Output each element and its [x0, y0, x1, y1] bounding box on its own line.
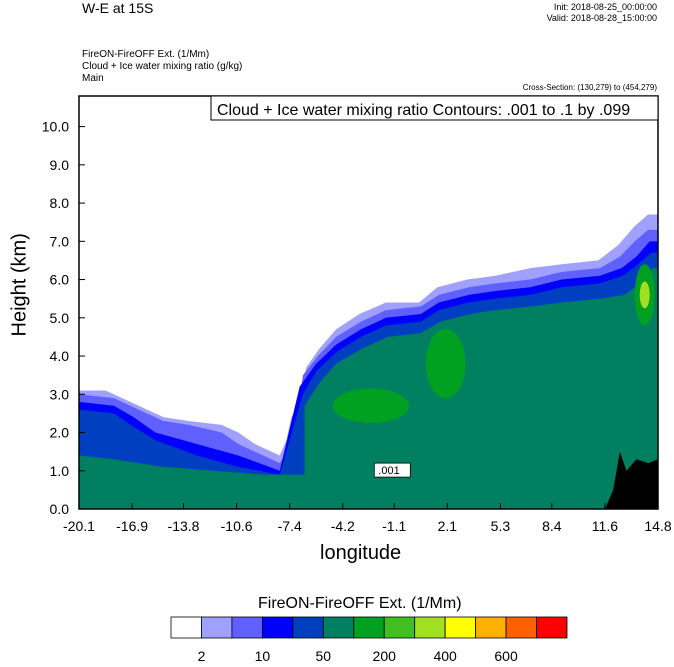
contour-region-4: [79, 268, 658, 509]
y-tick-label: 7.0: [50, 233, 70, 249]
colorbar-swatch: [201, 616, 233, 639]
contour-label-text: .001: [378, 465, 399, 477]
x-tick-label: -20.1: [63, 518, 95, 534]
y-tick-label: 2.0: [50, 425, 70, 441]
y-tick-label: 6.0: [50, 272, 70, 288]
contour-patch-1: [425, 329, 466, 399]
colorbar-swatch: [261, 616, 294, 639]
x-axis: -20.1 -16.9 -13.8 -10.6 -7.4 -4.2 -1.1 2.1 5.3 8.…: [63, 503, 672, 534]
x-tick-label: -4.2: [331, 518, 355, 534]
contour-title: Cloud + Ice water mixing ratio Contours:…: [217, 102, 630, 119]
colorbar-swatch: [536, 616, 568, 639]
x-tick-label: 11.6: [592, 518, 618, 534]
field-label-extinction: FireON-FireOFF Ext. (1/Mm): [82, 49, 210, 60]
colorbar: 2 10 50 200 400 600: [170, 616, 568, 664]
cross-section-label: Cross-Section: (130,279) to (454,279): [522, 83, 657, 92]
x-tick-label: 14.8: [644, 518, 671, 534]
terrain: [604, 451, 658, 509]
y-axis-label: Height (km): [8, 233, 31, 337]
contour-patch-0: [332, 388, 410, 423]
colorbar-swatch: [170, 616, 202, 639]
contour-label: .001: [373, 462, 411, 478]
colorbar-swatch: [322, 616, 355, 639]
colorbar-label: 10: [255, 648, 271, 664]
colorbar-label: 50: [316, 648, 332, 664]
y-tick-label: 4.0: [50, 348, 70, 364]
colorbar-swatch: [383, 616, 416, 639]
plot-title: W-E at 15S: [82, 0, 154, 16]
colorbar-swatch: [353, 616, 385, 639]
y-tick-label: 0.0: [50, 501, 70, 517]
colorbar-label: 400: [433, 648, 457, 664]
init-time: Init: 2018-08-25_00:00:00: [553, 2, 657, 12]
colorbar-swatch: [444, 616, 477, 639]
x-tick-label: 8.4: [542, 518, 562, 534]
contour-title-box: Cloud + Ice water mixing ratio Contours:…: [210, 95, 659, 121]
contour-patch-3: [639, 281, 650, 309]
y-axis: 0.0 1.0 2.0 3.0 4.0 5.0 6.0 7.0 8.0 9.0 10.0: [42, 119, 85, 517]
y-tick-label: 3.0: [50, 386, 70, 402]
y-tick-label: 10.0: [42, 119, 69, 135]
x-axis-label: longitude: [320, 542, 402, 564]
x-tick-label: -13.8: [168, 518, 200, 534]
y-tick-label: 1.0: [50, 463, 70, 479]
colorbar-swatch: [505, 616, 537, 639]
colorbar-title: FireON-FireOFF Ext. (1/Mm): [258, 595, 462, 612]
x-tick-label: -1.1: [382, 518, 406, 534]
colorbar-swatch: [231, 616, 263, 639]
y-tick-label: 8.0: [50, 195, 70, 211]
x-tick-label: -7.4: [278, 518, 302, 534]
x-tick-label: -10.6: [221, 518, 253, 534]
y-tick-label: 5.0: [50, 310, 70, 326]
colorbar-swatch: [292, 616, 324, 639]
contour-fill-layer: [79, 214, 658, 509]
colorbar-label: 2: [198, 648, 206, 664]
contour-label-box: [373, 462, 411, 478]
colorbar-swatch: [475, 616, 507, 639]
colorbar-swatch: [414, 616, 446, 639]
x-tick-label: -16.9: [116, 518, 148, 534]
colorbar-label: 600: [494, 648, 518, 664]
valid-time: Valid: 2018-08-28_15:00:00: [546, 13, 657, 23]
colorbar-label: 200: [373, 648, 397, 664]
x-tick-label: 5.3: [491, 518, 511, 534]
field-label-main: Main: [82, 73, 104, 84]
y-tick-label: 9.0: [50, 157, 70, 173]
terrain-layer: [604, 451, 658, 509]
x-tick-label: 2.1: [438, 518, 458, 534]
field-label-mixing-ratio: Cloud + Ice water mixing ratio (g/kg): [82, 61, 243, 72]
